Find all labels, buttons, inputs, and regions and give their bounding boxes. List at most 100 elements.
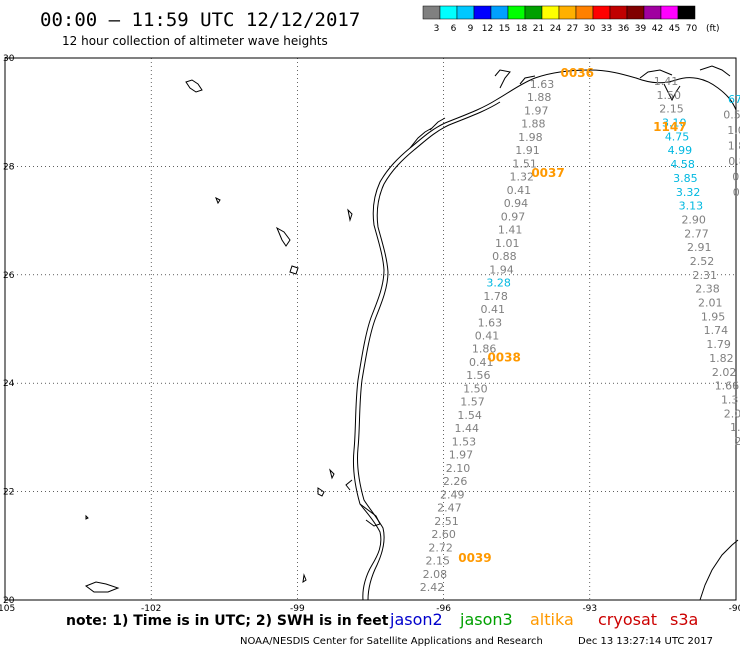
map-frame bbox=[4, 57, 737, 601]
color-scale-swatch bbox=[524, 5, 543, 20]
swh-value: 2.15 bbox=[426, 555, 451, 568]
pass-time-label: 0039 bbox=[458, 551, 491, 565]
pass-time-label: 0036 bbox=[561, 66, 594, 80]
color-scale-swatch bbox=[490, 5, 509, 20]
swh-value: 0.8 bbox=[728, 155, 740, 168]
color-scale-label: 21 bbox=[533, 24, 544, 34]
swh-value: 1.91 bbox=[515, 144, 540, 157]
y-tick-label: 26 bbox=[3, 271, 15, 281]
color-scale-label: 24 bbox=[550, 24, 562, 34]
satellite-legend-item: jason2 bbox=[389, 610, 443, 629]
swh-value: 2 bbox=[735, 435, 740, 448]
footer-credit: NOAA/NESDIS Center for Satellite Applica… bbox=[240, 636, 543, 647]
swh-value: 1.63 bbox=[478, 316, 503, 329]
swh-value: 4.58 bbox=[670, 158, 695, 171]
swh-value: 1.50 bbox=[463, 382, 488, 395]
pass-time-label: 0037 bbox=[531, 166, 564, 180]
swh-value: 1.51 bbox=[512, 157, 537, 170]
swh-value: 1. bbox=[730, 421, 740, 434]
color-scale-label: 3 bbox=[434, 24, 440, 34]
color-scale-swatch bbox=[660, 5, 679, 20]
swh-value: 67 bbox=[728, 93, 740, 106]
y-tick-label: 22 bbox=[3, 488, 14, 498]
swh-value: 0.59 bbox=[723, 109, 740, 122]
swh-value: 2.51 bbox=[434, 515, 459, 528]
color-scale-label: 45 bbox=[669, 24, 680, 34]
swh-value: 1.95 bbox=[701, 310, 726, 323]
swh-value: 1.50 bbox=[657, 89, 682, 102]
swh-value: 1.97 bbox=[449, 449, 474, 462]
color-scale-legend: 3 6 9 12 15 18 21 24 27 30 33 36 39 42 45 70 bbox=[422, 5, 698, 34]
color-scale-label: 27 bbox=[567, 24, 578, 34]
color-scale-swatch bbox=[609, 5, 628, 20]
swh-value: 0.41 bbox=[469, 356, 494, 369]
color-scale-label: 9 bbox=[468, 24, 474, 34]
swh-value: 2.26 bbox=[443, 475, 468, 488]
swh-value: 1.8 bbox=[728, 140, 740, 153]
swh-value: 2.90 bbox=[681, 213, 706, 226]
y-tick-label: 28 bbox=[3, 162, 15, 172]
swh-value: 1.88 bbox=[521, 118, 546, 131]
swh-value: 3.32 bbox=[676, 186, 701, 199]
color-scale-swatch bbox=[592, 5, 611, 20]
swh-value: 2.49 bbox=[440, 488, 465, 501]
swh-value: 2.60 bbox=[431, 528, 456, 541]
swh-value: 1.97 bbox=[524, 104, 549, 117]
x-tick-label: -90 bbox=[729, 604, 740, 614]
swh-value: 3.13 bbox=[679, 200, 704, 213]
pass-time-label: 0038 bbox=[487, 351, 520, 365]
swh-value: 4.99 bbox=[668, 144, 693, 157]
swh-value: 1.98 bbox=[518, 131, 543, 144]
axis-tick-labels: -105 -102 -99 -96 -93 -90 30 28 26 24 22 20 bbox=[0, 54, 740, 614]
color-scale-swatch bbox=[677, 5, 696, 20]
swh-value: 1.56 bbox=[466, 369, 491, 382]
swh-value: 2.77 bbox=[684, 227, 709, 240]
color-scale-swatch bbox=[558, 5, 577, 20]
swh-value: 1.94 bbox=[489, 263, 514, 276]
coastline bbox=[345, 65, 739, 601]
swh-value: 0.41 bbox=[475, 330, 500, 343]
color-scale-label: 39 bbox=[635, 24, 647, 34]
swh-value: 1.53 bbox=[452, 435, 477, 448]
swh-value: 2.72 bbox=[428, 541, 453, 554]
footer-timestamp: Dec 13 13:27:14 UTC 2017 bbox=[578, 636, 713, 647]
swh-value: 1.44 bbox=[454, 422, 479, 435]
color-scale-swatch bbox=[456, 5, 475, 20]
color-scale-swatch bbox=[422, 5, 441, 20]
color-scale-label: 15 bbox=[499, 24, 510, 34]
color-scale-label: 36 bbox=[618, 24, 630, 34]
color-scale-swatch bbox=[473, 5, 492, 20]
color-scale-swatch bbox=[643, 5, 662, 20]
swh-value: 1.86 bbox=[472, 343, 497, 356]
color-scale-label: 12 bbox=[482, 24, 493, 34]
chart-title: 00:00 – 11:59 UTC 12/12/2017 bbox=[40, 9, 360, 31]
swh-value: 2.91 bbox=[687, 241, 712, 254]
swh-value: 1.0 bbox=[727, 124, 740, 137]
swh-value: 2.0 bbox=[724, 407, 740, 420]
swh-value: 1.41 bbox=[654, 75, 679, 88]
satellite-legend: jason2 jason3 altika cryosat s3a bbox=[389, 610, 698, 629]
color-scale-swatch bbox=[507, 5, 526, 20]
swh-value: 2.52 bbox=[690, 255, 715, 268]
color-scale-label: 18 bbox=[516, 24, 528, 34]
swh-value: 1.32 bbox=[509, 171, 534, 184]
swh-value: 2.02 bbox=[712, 366, 737, 379]
color-scale-swatch bbox=[541, 5, 560, 20]
color-scale-swatch bbox=[626, 5, 645, 20]
swh-value: 0.41 bbox=[481, 303, 506, 316]
swh-value: 0.94 bbox=[504, 197, 529, 210]
chart-subtitle: 12 hour collection of altimeter wave hei… bbox=[62, 34, 328, 48]
color-scale-swatch bbox=[439, 5, 458, 20]
satellite-legend-item: jason3 bbox=[459, 610, 513, 629]
swh-value: 2.42 bbox=[420, 581, 445, 594]
swh-value: 2.10 bbox=[446, 462, 471, 475]
pass-time-labels: 0036 0037 0038 0039 1147 bbox=[458, 66, 686, 565]
swh-value: 1.54 bbox=[457, 409, 482, 422]
swh-value: 4.75 bbox=[665, 130, 690, 143]
y-tick-label: 30 bbox=[3, 54, 15, 64]
swh-value: 1.01 bbox=[495, 237, 520, 250]
footer-note: note: 1) Time is in UTC; 2) SWH is in fe… bbox=[66, 613, 389, 629]
color-scale-label: 70 bbox=[686, 24, 698, 34]
swh-value: 1.82 bbox=[709, 352, 734, 365]
